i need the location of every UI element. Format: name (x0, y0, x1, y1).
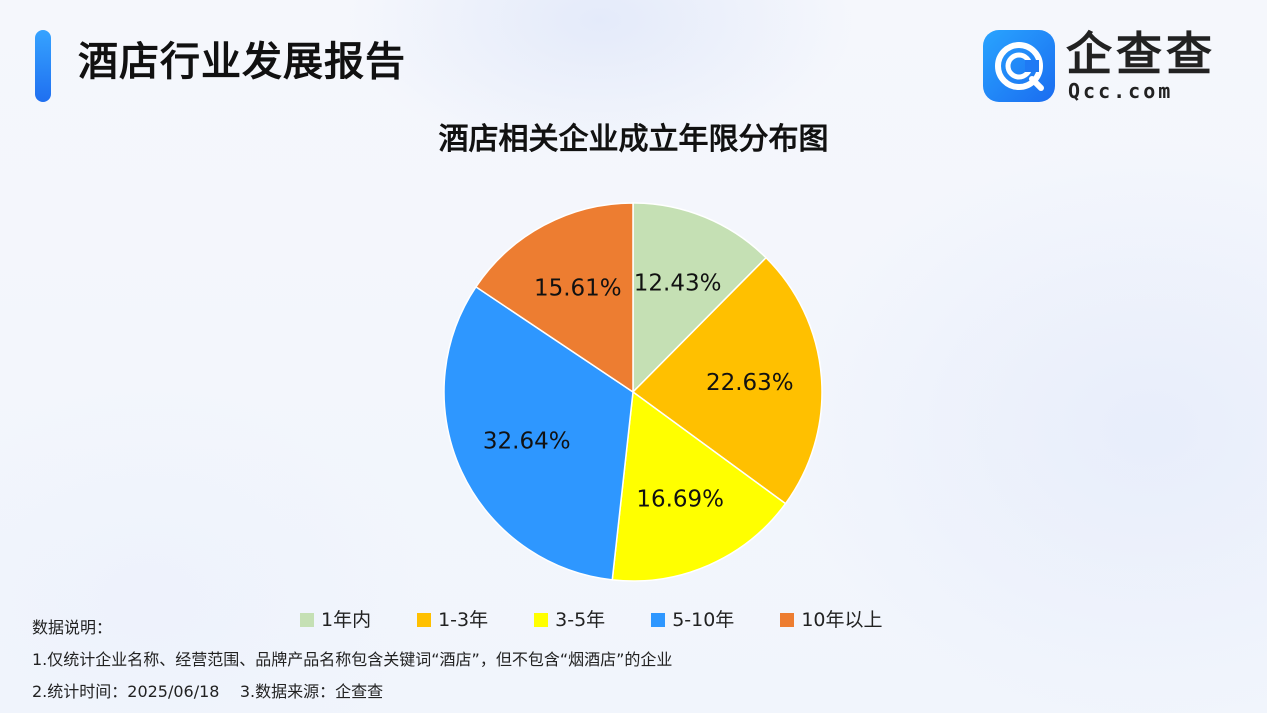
legend-label: 10年以上 (801, 609, 883, 631)
legend-item-2: 3-5年 (534, 608, 605, 632)
chart-title: 酒店相关企业成立年限分布图 (438, 122, 829, 157)
pie-slice-0 (632, 202, 768, 394)
legend-label: 5-10年 (672, 609, 735, 631)
pie-slice-1 (631, 256, 823, 505)
notes-line-2: 2.统计时间：2025/06/18 3.数据来源：企查查 (32, 682, 384, 701)
legend-swatch (651, 613, 666, 627)
pie-data-label-2: 16.69% (636, 486, 724, 512)
qcc-logo-icon (983, 30, 1055, 102)
brand-name: 企查查 (1066, 27, 1216, 81)
legend-swatch (300, 613, 314, 627)
legend-swatch (534, 613, 549, 627)
legend-swatch (780, 613, 795, 627)
legend-label: 1-3年 (438, 609, 489, 631)
pie-data-label-0: 12.43% (634, 271, 722, 297)
legend-label: 3-5年 (555, 609, 606, 631)
pie-data-label-4: 15.61% (534, 276, 622, 302)
notes-line-1: 1.仅统计企业名称、经营范围、品牌产品名称包含关键词“酒店”，但不包含“烟酒店”… (32, 650, 673, 669)
legend-item-0: 1年内 (300, 608, 371, 632)
chart-legend: 1年内 1-3年 3-5年 5-10年 10年以上 (300, 606, 929, 634)
brand-domain: Qcc.com (1068, 79, 1174, 103)
report-title: 酒店行业发展报告 (78, 39, 406, 85)
notes-heading: 数据说明： (32, 618, 113, 637)
pie-data-label-3: 32.64% (483, 428, 571, 454)
legend-swatch (417, 613, 432, 627)
pie-data-label-1: 22.63% (706, 370, 794, 396)
pie-slice-3 (443, 285, 634, 581)
legend-item-4: 10年以上 (780, 608, 883, 632)
legend-label: 1年内 (321, 609, 372, 631)
legend-item-3: 5-10年 (651, 608, 734, 632)
title-accent-bar (35, 30, 51, 102)
pie-slice-4 (474, 202, 634, 394)
pie-slice-2 (611, 390, 787, 582)
data-notes: 数据说明： 1.仅统计企业名称、经营范围、品牌产品名称包含关键词“酒店”，但不包… (32, 612, 672, 708)
legend-item-1: 1-3年 (417, 608, 488, 632)
